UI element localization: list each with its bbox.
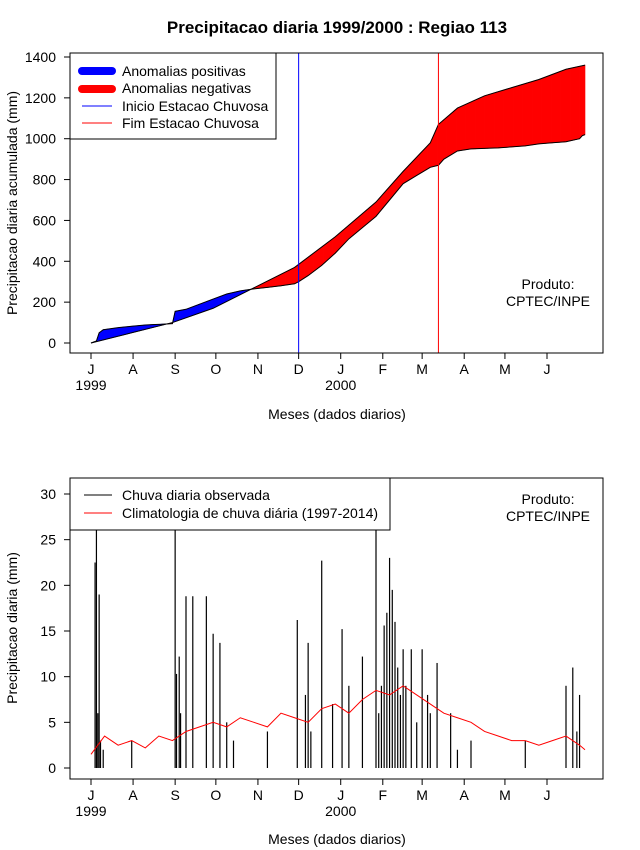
top-watermark-line2: CPTEC/INPE <box>506 293 590 309</box>
bottom-watermark-line2: CPTEC/INPE <box>506 508 590 524</box>
bottom-y-axis: 0 5 10 15 20 25 30 <box>40 486 70 776</box>
legend-label-end: Fim Estacao Chuvosa <box>122 115 259 131</box>
top-y-tick-label: 200 <box>33 294 57 310</box>
legend-label-negative: Anomalias negativas <box>122 80 251 96</box>
bottom-x-axis-label: Meses (dados diarios) <box>268 831 406 847</box>
bottom-month-label: A <box>128 787 138 803</box>
top-legend-box <box>69 52 277 140</box>
top-month-label: A <box>128 361 138 377</box>
bottom-legend-box <box>69 477 391 531</box>
bottom-month-label: D <box>294 787 304 803</box>
top-month-label: J <box>544 361 551 377</box>
top-month-label: F <box>379 361 388 377</box>
top-y-tick-label: 1400 <box>25 49 56 65</box>
bottom-y-tick-label: 25 <box>40 532 56 548</box>
top-y-axis-label: Precipitacao diaria acumulada (mm) <box>4 91 20 315</box>
bottom-year-label: 1999 <box>75 803 106 819</box>
top-month-label: J <box>88 361 95 377</box>
climatology-line-group <box>90 685 586 755</box>
legend-label-start: Inicio Estacao Chuvosa <box>122 98 269 114</box>
bottom-year-label: 2000 <box>325 803 356 819</box>
bottom-y-tick-label: 20 <box>40 577 56 593</box>
top-x-axis-label: Meses (dados diarios) <box>268 406 406 422</box>
climatology-daily-line <box>90 685 586 755</box>
top-y-tick-label: 600 <box>33 212 57 228</box>
top-month-label: N <box>253 361 263 377</box>
top-month-label: D <box>294 361 304 377</box>
top-watermark-line1: Produto: <box>522 276 575 292</box>
anomaly-segment-363 <box>583 64 586 136</box>
bottom-y-tick-label: 5 <box>48 714 56 730</box>
bottom-y-axis-label: Precipitacao diaria (mm) <box>4 552 20 704</box>
bottom-y-tick-label: 15 <box>40 623 56 639</box>
top-month-label: O <box>210 361 221 377</box>
climatology-cumulative-line <box>90 64 586 344</box>
bottom-month-label: N <box>253 787 263 803</box>
legend-label-climatology: Climatologia de chuva diária (1997-2014) <box>122 505 378 521</box>
bottom-y-tick-label: 10 <box>40 669 56 685</box>
top-y-tick-label: 1000 <box>25 131 56 147</box>
legend-label-observed: Chuva diaria observada <box>122 487 270 503</box>
top-y-tick-label: 800 <box>33 172 57 188</box>
bottom-month-label: J <box>544 787 551 803</box>
top-y-tick-label: 0 <box>48 335 56 351</box>
observed-cumulative-line <box>90 134 586 344</box>
top-legend: Anomalias positivas Anomalias negativas … <box>69 52 277 140</box>
top-month-label: S <box>170 361 179 377</box>
bottom-month-label: M <box>416 787 428 803</box>
top-month-label: M <box>416 361 428 377</box>
top-month-label: A <box>460 361 470 377</box>
bottom-legend: Chuva diaria observada Climatologia de c… <box>69 477 391 531</box>
top-year-label: 1999 <box>75 377 106 393</box>
chart-title: Precipitacao diaria 1999/2000 : Regiao 1… <box>167 18 507 37</box>
legend-label-positive: Anomalias positivas <box>122 63 246 79</box>
bottom-watermark-line1: Produto: <box>522 491 575 507</box>
bottom-month-label: J <box>88 787 95 803</box>
top-year-label: 2000 <box>325 377 356 393</box>
bottom-y-tick-label: 30 <box>40 486 56 502</box>
top-month-label: J <box>337 361 344 377</box>
top-y-axis: 0 200 400 600 800 1000 1200 1400 <box>25 49 70 351</box>
top-reference-lines <box>90 53 586 353</box>
top-y-tick-label: 1200 <box>25 90 56 106</box>
bottom-month-label: A <box>460 787 470 803</box>
bottom-month-label: M <box>499 787 511 803</box>
bottom-month-label: S <box>170 787 179 803</box>
bottom-month-label: F <box>379 787 388 803</box>
top-month-label: M <box>499 361 511 377</box>
top-y-tick-label: 400 <box>33 253 57 269</box>
bottom-y-tick-label: 0 <box>48 760 56 776</box>
top-plot-frame <box>69 52 604 354</box>
bottom-month-label: O <box>210 787 221 803</box>
bottom-month-label: J <box>337 787 344 803</box>
